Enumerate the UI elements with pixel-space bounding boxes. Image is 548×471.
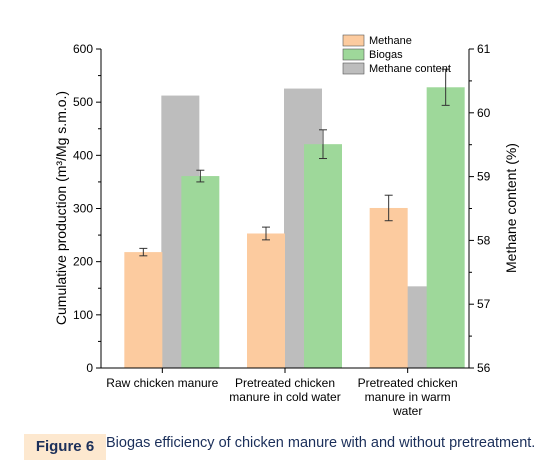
y2-axis-label: Methane content (%) [503, 143, 519, 273]
x-tick-label-3: Pretreated chicken manure in warm water [358, 376, 458, 418]
caption-text: Biogas efficiency of chicken manure with… [106, 435, 536, 451]
y-tick-label-300: 300 [73, 202, 93, 216]
y-tick-label-400: 400 [73, 148, 93, 162]
legend-swatch-2 [342, 48, 365, 61]
x-tick-label-line: Raw chicken manure [106, 376, 218, 390]
chart-figure: Cumulative production (m³/Mg s.m.o.) Met… [53, 34, 519, 418]
bar-biogas-3 [426, 87, 465, 368]
bar-methane-1 [124, 252, 163, 368]
legend-swatch-3 [342, 62, 365, 75]
x-tick-label-line: manure in cold water [229, 390, 340, 404]
x-tick-label-2: Pretreated chicken manure in cold water [229, 376, 340, 404]
axes-layer: Cumulative production (m³/Mg s.m.o.) Met… [53, 49, 519, 369]
bar-methane-3 [369, 207, 408, 368]
y-axis-label: Cumulative production (m³/Mg s.m.o.) [53, 91, 69, 325]
y2-tick-label-57: 57 [477, 297, 491, 311]
y-tick-label-0: 0 [86, 361, 93, 375]
y2-tick-label-61: 61 [477, 42, 491, 56]
ticks-layer: 0 100 200 300 400 500 600 56 57 58 59 60 61 Raw chick… [73, 42, 491, 418]
bar-biogas-1 [181, 176, 220, 368]
y-tick-label-200: 200 [73, 255, 93, 269]
bars-layer [124, 68, 465, 368]
legend-label-2: Biogas [369, 49, 403, 61]
y-tick-label-600: 600 [73, 42, 93, 56]
y2-tick-label-58: 58 [477, 233, 491, 247]
legend-label-3: Methane content [369, 63, 451, 75]
bar-methane-2 [247, 233, 285, 368]
figure-caption: Figure 6 Biogas efficiency of chicken ma… [16, 432, 544, 470]
x-tick-label-1: Raw chicken manure [106, 376, 218, 390]
x-tick-label-line: manure in warm [365, 390, 451, 404]
y-tick-label-100: 100 [73, 308, 93, 322]
legend: Methane Biogas Methane content [342, 34, 451, 75]
legend-swatch-1 [342, 34, 365, 47]
x-tick-label-line: Pretreated chicken [358, 376, 458, 390]
y2-tick-label-56: 56 [477, 361, 491, 375]
x-tick-label-line: water [392, 404, 422, 418]
y-tick-label-500: 500 [73, 95, 93, 109]
figure-label: Figure 6 [24, 434, 106, 460]
y2-tick-label-59: 59 [477, 170, 491, 184]
x-tick-label-line: Pretreated chicken [235, 376, 335, 390]
legend-label-1: Methane [369, 35, 412, 47]
y2-tick-label-60: 60 [477, 106, 491, 120]
bar-biogas-2 [304, 144, 342, 368]
